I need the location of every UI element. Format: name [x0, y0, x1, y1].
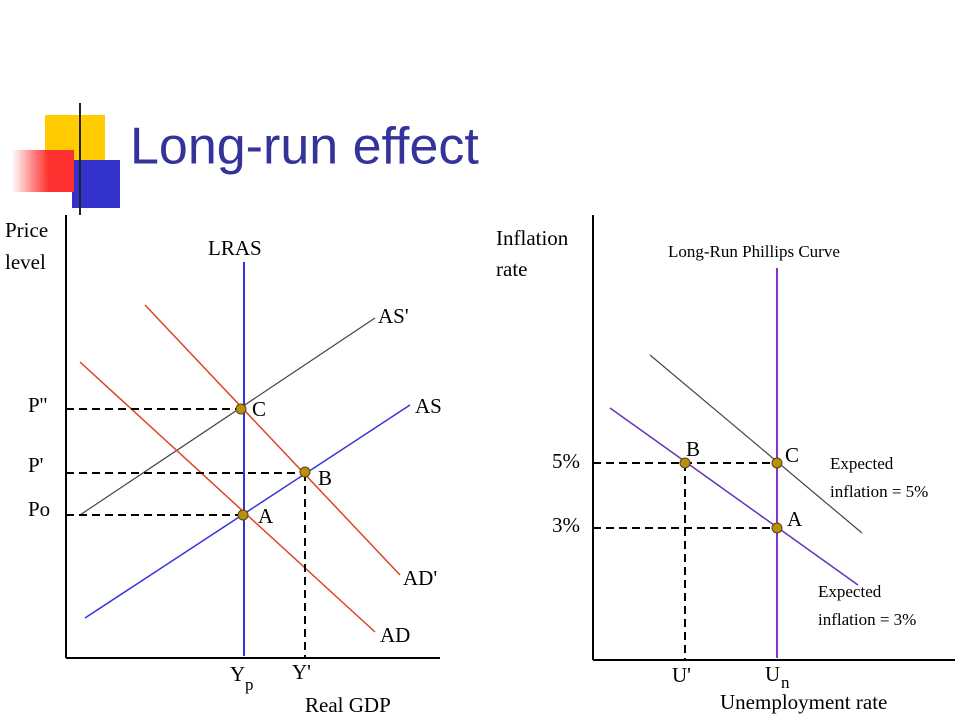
unemployment-label: U' [672, 663, 691, 687]
curve-label: AS' [378, 304, 409, 328]
axis-label: Unemployment rate [720, 690, 887, 714]
axis-label: Inflation [496, 226, 569, 250]
point-label: B [318, 466, 332, 490]
price-label: P'' [28, 393, 47, 417]
price-label: P' [28, 453, 43, 477]
axis-label: Price [5, 218, 48, 242]
inflation-label: 5% [552, 449, 580, 473]
unemployment-label: U [765, 662, 780, 686]
point-label: C [252, 397, 266, 421]
point-label: A [258, 504, 274, 528]
axis-label: rate [496, 257, 527, 281]
price-label: Po [28, 497, 50, 521]
point-label: C [785, 443, 799, 467]
inflation-label: 3% [552, 513, 580, 537]
unemployment-label-sub: n [781, 673, 790, 692]
decoration [12, 103, 960, 215]
curve-label: Expected [818, 582, 882, 601]
output-label: Y [230, 662, 245, 686]
slide-title: Long-run effect [130, 118, 479, 176]
curve-label: AD' [403, 566, 437, 590]
curve-label: AS [415, 394, 442, 418]
output-label: Y' [292, 660, 311, 684]
point-label: B [686, 437, 700, 461]
axis-label: level [5, 250, 46, 274]
point-label: A [787, 507, 803, 531]
curve-label: AD [380, 623, 410, 647]
curve-label: Long-Run Phillips Curve [668, 242, 840, 261]
right-diagram: Inflation rate Long-Run Phillips Curve 5… [496, 215, 955, 714]
curve-label: Expected [830, 454, 894, 473]
curve-label: inflation = 5% [830, 482, 928, 501]
axis-label: Real GDP [305, 693, 391, 717]
curve-label: inflation = 3% [818, 610, 916, 629]
left-diagram: Price level LRAS AS' AS AD' AD P'' P' Po… [5, 215, 442, 717]
output-label-sub: p [245, 675, 254, 694]
curve-label: LRAS [208, 236, 262, 260]
